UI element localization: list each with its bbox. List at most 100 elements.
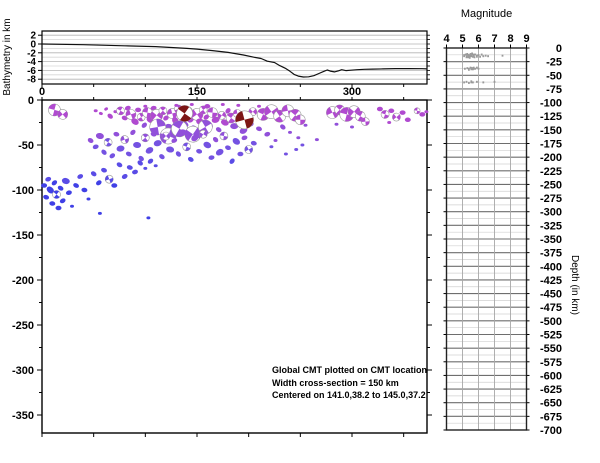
event-beachball bbox=[103, 138, 113, 147]
event-dot bbox=[237, 151, 244, 157]
event-dot bbox=[376, 106, 383, 112]
event-dot bbox=[296, 136, 301, 140]
event-dot bbox=[215, 127, 222, 133]
event-dot bbox=[126, 165, 133, 170]
event-dot bbox=[196, 148, 203, 154]
event-beachball bbox=[392, 112, 401, 122]
event-dot bbox=[90, 171, 97, 177]
major-event-beachball bbox=[235, 110, 254, 130]
event-dot bbox=[95, 132, 104, 140]
svg-text:-25: -25 bbox=[546, 57, 562, 69]
event-dot bbox=[70, 204, 74, 208]
event-dot bbox=[388, 108, 395, 114]
event-beachball bbox=[361, 117, 370, 126]
svg-text:-275: -275 bbox=[540, 193, 562, 205]
svg-text:-500: -500 bbox=[540, 316, 562, 328]
svg-text:0: 0 bbox=[28, 95, 34, 107]
event-dot bbox=[133, 141, 142, 149]
event-dot bbox=[147, 158, 154, 164]
svg-text:-200: -200 bbox=[540, 152, 562, 164]
svg-text:-50: -50 bbox=[546, 70, 562, 82]
event-dot bbox=[57, 185, 64, 191]
svg-text:5: 5 bbox=[459, 33, 465, 45]
event-dot bbox=[256, 126, 262, 132]
event-dot bbox=[101, 149, 107, 155]
svg-text:-625: -625 bbox=[540, 384, 562, 396]
event-beachball bbox=[182, 142, 191, 152]
event-dot bbox=[174, 103, 179, 107]
event-dot bbox=[141, 122, 147, 128]
event-dot bbox=[116, 145, 125, 152]
svg-text:-225: -225 bbox=[540, 166, 562, 178]
event-dot bbox=[153, 140, 162, 147]
event-dot bbox=[208, 155, 215, 160]
svg-text:150: 150 bbox=[188, 86, 206, 98]
event-dot bbox=[419, 112, 426, 117]
svg-text:9: 9 bbox=[523, 33, 529, 45]
event-dot bbox=[220, 103, 225, 106]
event-beachball bbox=[339, 107, 355, 122]
event-dot bbox=[59, 198, 66, 204]
event-dot bbox=[55, 205, 62, 211]
event-dot bbox=[145, 147, 154, 154]
event-beachball bbox=[116, 106, 125, 116]
svg-text:-525: -525 bbox=[540, 329, 562, 341]
event-dot bbox=[404, 117, 411, 123]
event-dot bbox=[61, 177, 70, 185]
svg-text:-125: -125 bbox=[540, 111, 562, 123]
event-beachball bbox=[198, 129, 208, 139]
event-dot bbox=[250, 140, 257, 146]
event-dot bbox=[111, 183, 118, 188]
svg-text:-475: -475 bbox=[540, 302, 562, 314]
event-dot bbox=[45, 176, 52, 182]
event-dot bbox=[232, 138, 241, 145]
event-dot bbox=[98, 111, 103, 116]
svg-text:4: 4 bbox=[443, 33, 450, 45]
svg-text:-150: -150 bbox=[12, 230, 34, 242]
event-dot bbox=[178, 129, 187, 136]
event-dot bbox=[107, 113, 113, 119]
event-dot bbox=[166, 146, 175, 153]
svg-text:-375: -375 bbox=[540, 248, 562, 260]
event-beachball bbox=[57, 109, 69, 120]
event-dot bbox=[121, 115, 128, 121]
event-dot bbox=[288, 130, 292, 134]
svg-text:8: 8 bbox=[507, 33, 513, 45]
event-dot bbox=[211, 116, 220, 123]
magnitude-panel-title: Magnitude bbox=[460, 8, 513, 20]
event-dot bbox=[399, 110, 406, 115]
annotation-block: Global CMT plotted on CMT location Width… bbox=[272, 364, 427, 402]
event-dot bbox=[87, 138, 94, 143]
magnitude-depth-panel: 4 5 6 7 8 9 0 -25-50 -75 -100-125 -150-175 -200 -225… bbox=[443, 33, 562, 437]
event-dot bbox=[175, 151, 181, 157]
event-dot bbox=[229, 158, 235, 164]
svg-text:-2: -2 bbox=[27, 48, 36, 59]
event-dot bbox=[257, 104, 261, 108]
svg-text:6: 6 bbox=[475, 33, 481, 45]
event-dot bbox=[241, 135, 248, 141]
event-dot bbox=[191, 134, 199, 142]
svg-text:-250: -250 bbox=[12, 320, 34, 332]
event-dot bbox=[125, 151, 132, 157]
event-dot bbox=[104, 107, 108, 111]
event-dot bbox=[203, 114, 210, 120]
event-dot bbox=[280, 124, 286, 130]
cross-section-panel: 0 -50 -100 -150 -200 -250 -300 -350 bbox=[12, 95, 432, 437]
bathymetry-axis-title: Bathymetry in km bbox=[2, 18, 13, 96]
event-dot bbox=[97, 211, 102, 215]
event-dot bbox=[73, 183, 79, 188]
event-beachball bbox=[244, 145, 253, 154]
event-dot bbox=[187, 156, 194, 162]
svg-text:-700: -700 bbox=[540, 425, 562, 437]
event-dot bbox=[303, 123, 308, 127]
event-dot bbox=[236, 103, 241, 107]
svg-text:-200: -200 bbox=[12, 275, 34, 287]
svg-text:-50: -50 bbox=[18, 140, 34, 152]
event-dot bbox=[130, 129, 136, 136]
event-dot bbox=[109, 153, 116, 159]
event-dot bbox=[314, 138, 319, 142]
event-dot bbox=[41, 183, 48, 188]
event-dot bbox=[113, 131, 120, 137]
event-dot bbox=[77, 174, 84, 179]
